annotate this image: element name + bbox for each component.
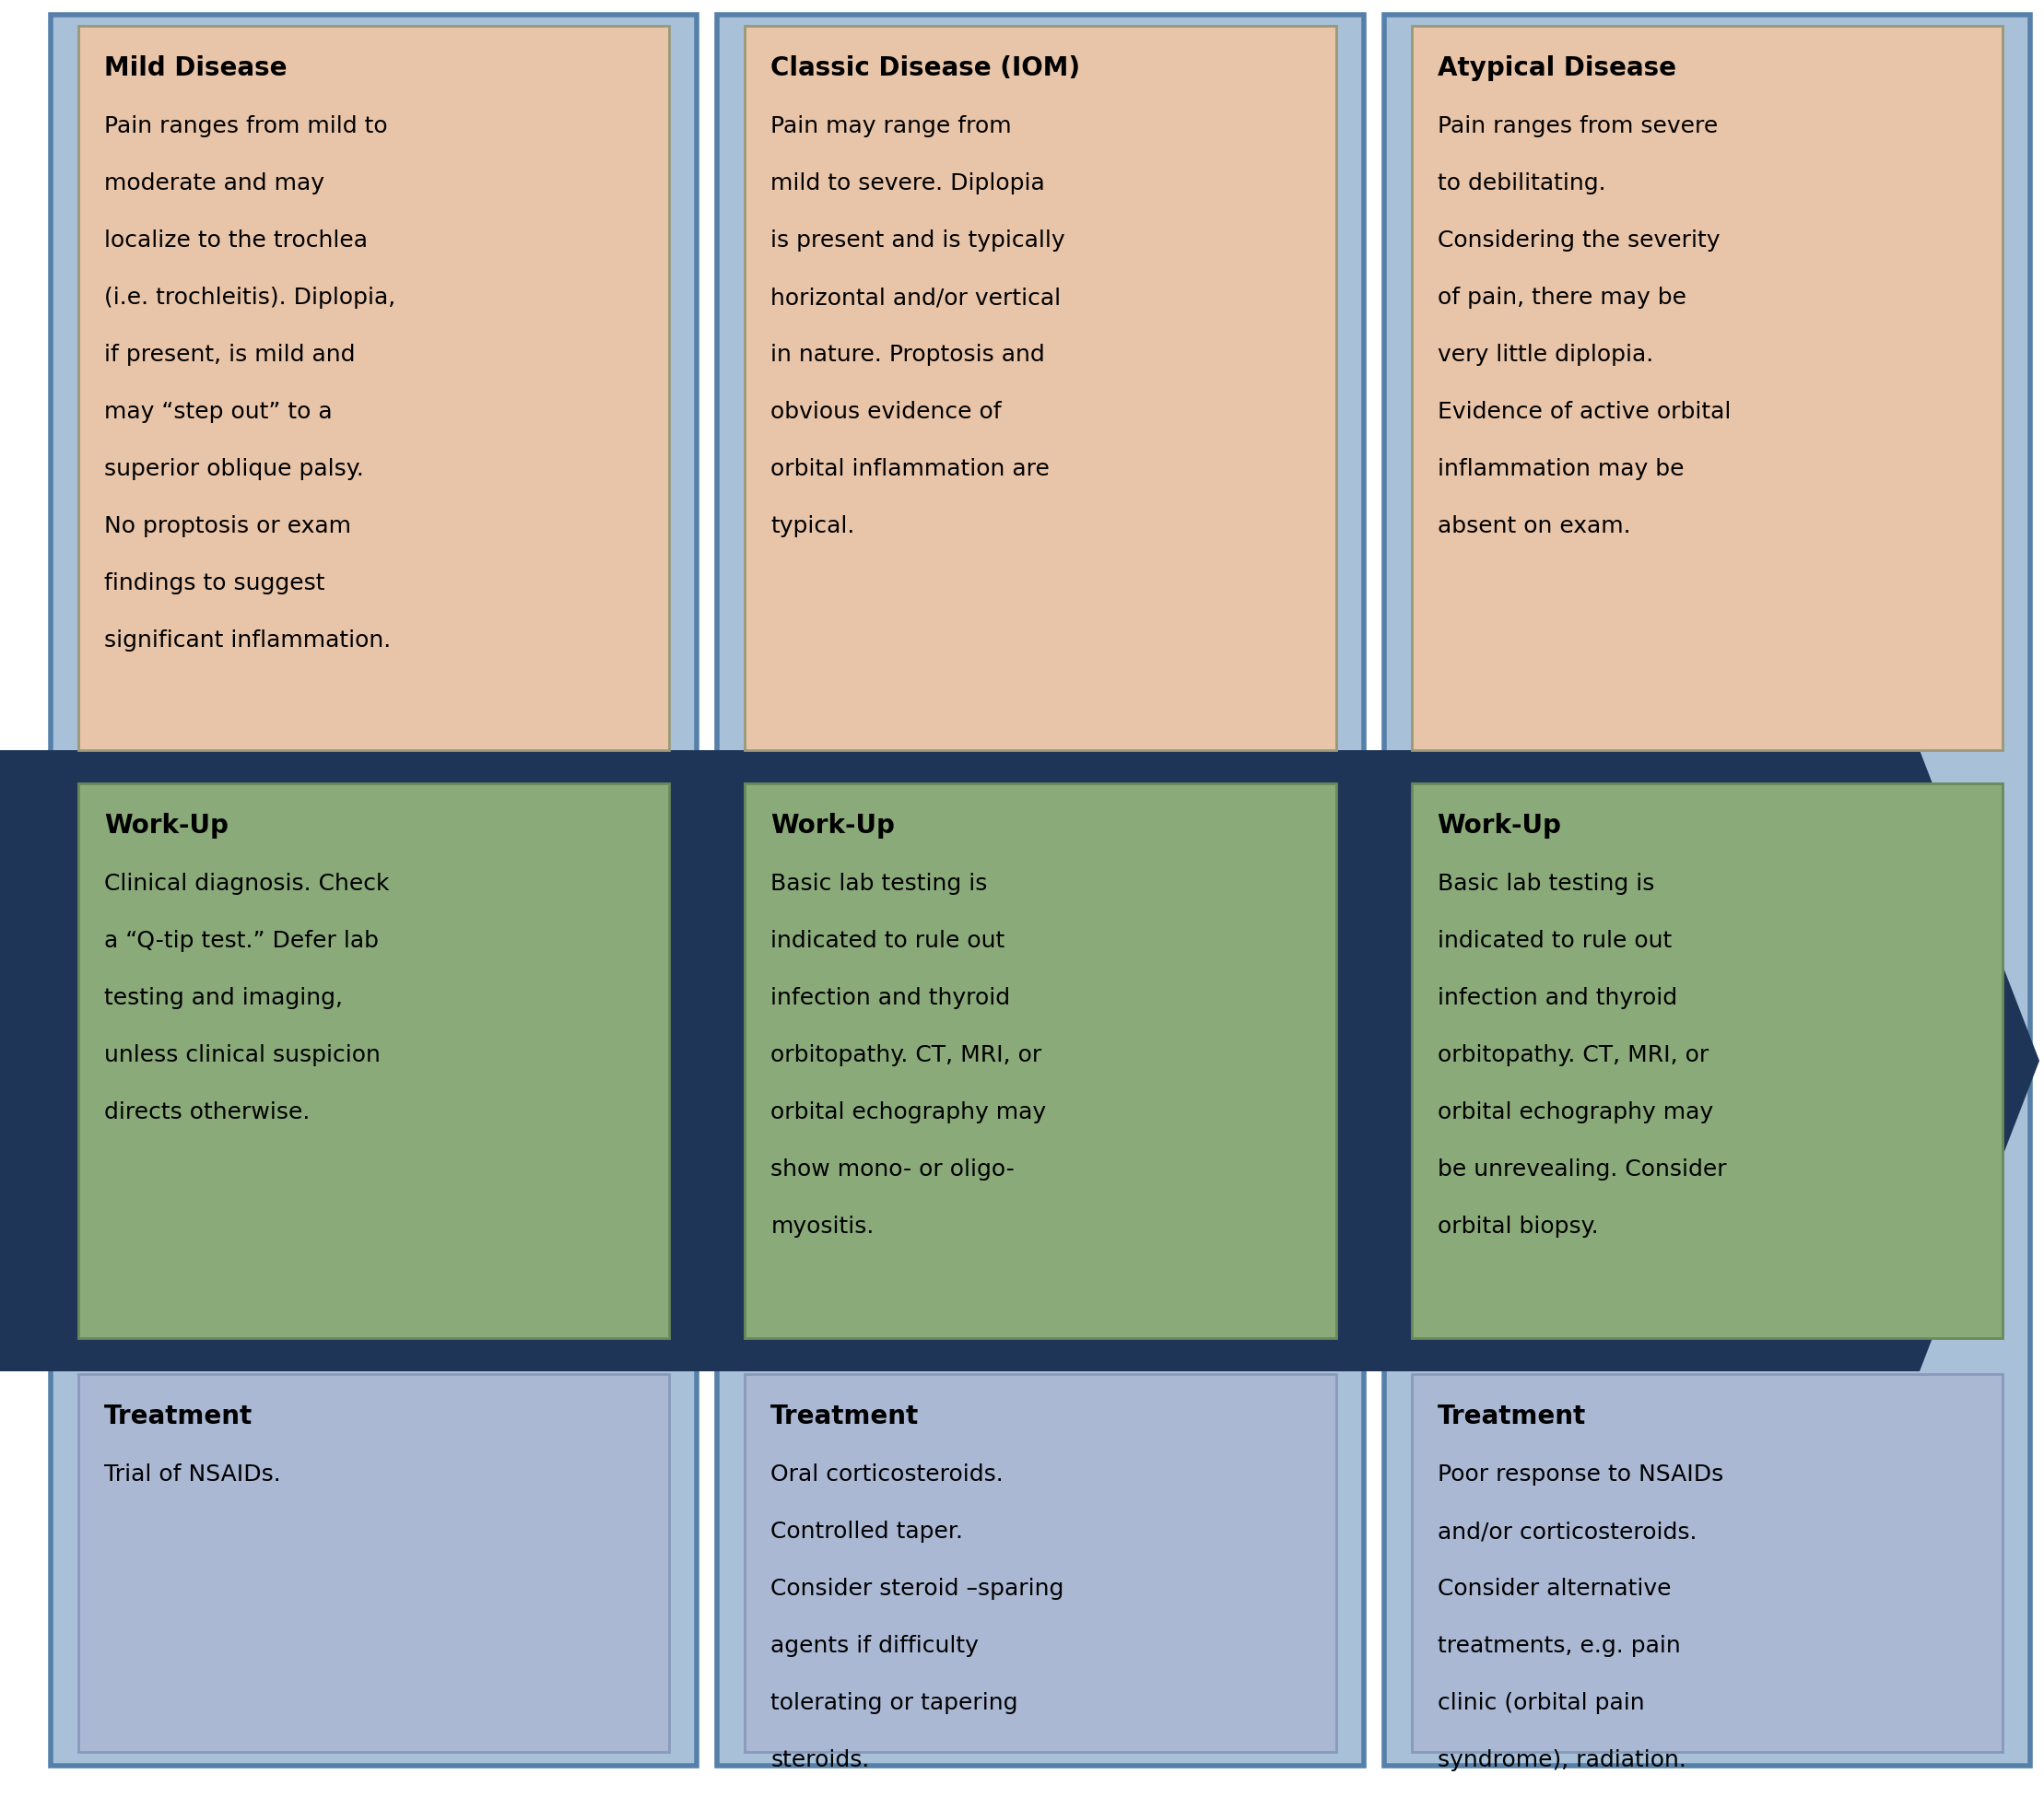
Text: (i.e. trochleitis). Diplopia,: (i.e. trochleitis). Diplopia, <box>104 286 397 309</box>
Text: unless clinical suspicion: unless clinical suspicion <box>104 1045 380 1066</box>
Text: significant inflammation.: significant inflammation. <box>104 629 390 651</box>
Text: to debilitating.: to debilitating. <box>1437 173 1607 194</box>
Text: Oral corticosteroids.: Oral corticosteroids. <box>771 1464 1004 1485</box>
Text: Poor response to NSAIDs: Poor response to NSAIDs <box>1437 1464 1723 1485</box>
Text: orbital biopsy.: orbital biopsy. <box>1437 1215 1598 1237</box>
Text: orbitopathy. CT, MRI, or: orbitopathy. CT, MRI, or <box>771 1045 1042 1066</box>
Text: Trial of NSAIDs.: Trial of NSAIDs. <box>104 1464 280 1485</box>
Text: superior oblique palsy.: superior oblique palsy. <box>104 458 364 480</box>
Text: Pain ranges from mild to: Pain ranges from mild to <box>104 115 388 137</box>
Text: Considering the severity: Considering the severity <box>1437 230 1719 252</box>
Text: Basic lab testing is: Basic lab testing is <box>771 872 987 895</box>
Text: Basic lab testing is: Basic lab testing is <box>1437 872 1654 895</box>
Text: agents if difficulty: agents if difficulty <box>771 1634 979 1658</box>
Text: Treatment: Treatment <box>771 1404 920 1429</box>
Text: Evidence of active orbital: Evidence of active orbital <box>1437 401 1731 423</box>
FancyBboxPatch shape <box>717 14 1363 1766</box>
Text: clinic (orbital pain: clinic (orbital pain <box>1437 1692 1643 1713</box>
FancyBboxPatch shape <box>1412 784 2003 1338</box>
Text: Clinical diagnosis. Check: Clinical diagnosis. Check <box>104 872 388 895</box>
Text: a “Q-tip test.” Defer lab: a “Q-tip test.” Defer lab <box>104 930 378 953</box>
Text: Treatment: Treatment <box>1437 1404 1586 1429</box>
Text: Work-Up: Work-Up <box>771 813 895 838</box>
Text: No proptosis or exam: No proptosis or exam <box>104 516 352 538</box>
Text: inflammation may be: inflammation may be <box>1437 458 1684 480</box>
Text: Consider steroid –sparing: Consider steroid –sparing <box>771 1579 1065 1600</box>
Text: orbitopathy. CT, MRI, or: orbitopathy. CT, MRI, or <box>1437 1045 1709 1066</box>
Text: steroids.: steroids. <box>771 1749 869 1771</box>
Text: orbital inflammation are: orbital inflammation are <box>771 458 1051 480</box>
Text: localize to the trochlea: localize to the trochlea <box>104 230 368 252</box>
Text: typical.: typical. <box>771 516 854 538</box>
Text: directs otherwise.: directs otherwise. <box>104 1102 311 1124</box>
Text: and/or corticosteroids.: and/or corticosteroids. <box>1437 1521 1697 1543</box>
Text: Consider alternative: Consider alternative <box>1437 1579 1670 1600</box>
Text: syndrome), radiation.: syndrome), radiation. <box>1437 1749 1686 1771</box>
Text: Classic Disease (IOM): Classic Disease (IOM) <box>771 56 1081 81</box>
FancyBboxPatch shape <box>744 784 1337 1338</box>
Text: myositis.: myositis. <box>771 1215 875 1237</box>
Text: horizontal and/or vertical: horizontal and/or vertical <box>771 286 1061 309</box>
Text: Atypical Disease: Atypical Disease <box>1437 56 1676 81</box>
FancyBboxPatch shape <box>744 1374 1337 1751</box>
Text: findings to suggest: findings to suggest <box>104 572 325 595</box>
FancyBboxPatch shape <box>744 25 1337 750</box>
FancyBboxPatch shape <box>78 25 668 750</box>
Text: Pain may range from: Pain may range from <box>771 115 1012 137</box>
Text: indicated to rule out: indicated to rule out <box>771 930 1006 953</box>
Text: be unrevealing. Consider: be unrevealing. Consider <box>1437 1158 1727 1181</box>
Text: indicated to rule out: indicated to rule out <box>1437 930 1672 953</box>
Text: show mono- or oligo-: show mono- or oligo- <box>771 1158 1014 1181</box>
Text: of pain, there may be: of pain, there may be <box>1437 286 1686 309</box>
Text: treatments, e.g. pain: treatments, e.g. pain <box>1437 1634 1680 1658</box>
FancyBboxPatch shape <box>1412 25 2003 750</box>
Text: in nature. Proptosis and: in nature. Proptosis and <box>771 343 1044 367</box>
Text: orbital echography may: orbital echography may <box>1437 1102 1713 1124</box>
Text: infection and thyroid: infection and thyroid <box>1437 987 1676 1009</box>
FancyBboxPatch shape <box>1412 1374 2003 1751</box>
Text: tolerating or tapering: tolerating or tapering <box>771 1692 1018 1713</box>
Text: Treatment: Treatment <box>104 1404 253 1429</box>
Text: is present and is typically: is present and is typically <box>771 230 1065 252</box>
Polygon shape <box>0 750 2040 1372</box>
Text: Pain ranges from severe: Pain ranges from severe <box>1437 115 1717 137</box>
Text: moderate and may: moderate and may <box>104 173 325 194</box>
Text: infection and thyroid: infection and thyroid <box>771 987 1010 1009</box>
Text: Mild Disease: Mild Disease <box>104 56 286 81</box>
FancyBboxPatch shape <box>78 784 668 1338</box>
FancyBboxPatch shape <box>51 14 697 1766</box>
Text: testing and imaging,: testing and imaging, <box>104 987 343 1009</box>
Text: Work-Up: Work-Up <box>1437 813 1562 838</box>
FancyBboxPatch shape <box>78 1374 668 1751</box>
Text: Controlled taper.: Controlled taper. <box>771 1521 963 1543</box>
Text: if present, is mild and: if present, is mild and <box>104 343 356 367</box>
Text: absent on exam.: absent on exam. <box>1437 516 1631 538</box>
Text: Work-Up: Work-Up <box>104 813 229 838</box>
FancyBboxPatch shape <box>1384 14 2030 1766</box>
Text: mild to severe. Diplopia: mild to severe. Diplopia <box>771 173 1044 194</box>
Text: very little diplopia.: very little diplopia. <box>1437 343 1654 367</box>
Text: may “step out” to a: may “step out” to a <box>104 401 333 423</box>
Text: obvious evidence of: obvious evidence of <box>771 401 1002 423</box>
Text: orbital echography may: orbital echography may <box>771 1102 1047 1124</box>
